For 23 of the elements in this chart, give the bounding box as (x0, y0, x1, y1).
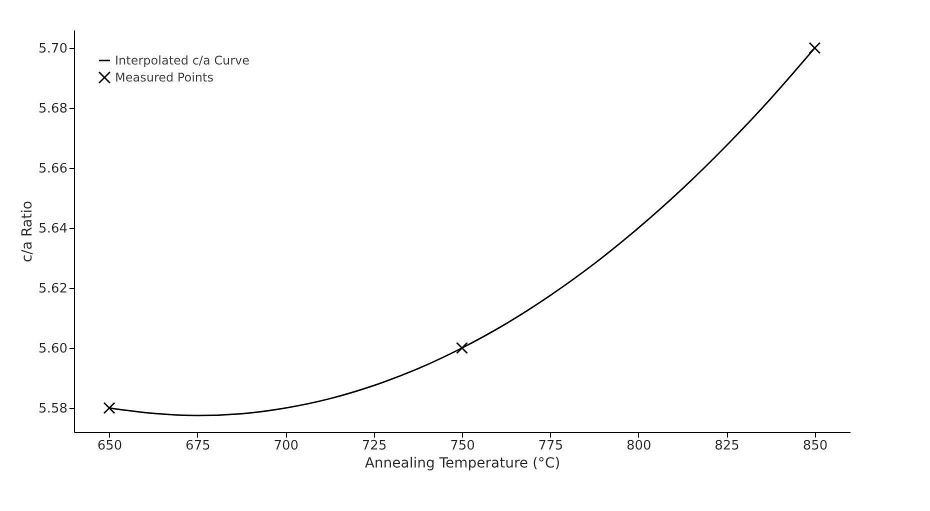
x-tick-label: 750 (450, 438, 475, 454)
x-tick-label: 850 (802, 438, 828, 454)
x-tick-label: 675 (186, 438, 210, 454)
x-tick-label: 825 (714, 438, 740, 454)
point (103, 402, 116, 414)
y-tick-label: 5.64 (38, 222, 68, 236)
point (808, 42, 821, 54)
legend-label: Interpolated c/a Curve (115, 54, 250, 68)
legend-label: Measured Points (115, 70, 214, 84)
x-tick-label: 725 (362, 438, 387, 454)
x-tick-label: 650 (97, 438, 122, 454)
x-axis-title: Annealing Temperature (°C) (364, 456, 560, 472)
y-tick-label: 5.62 (38, 282, 68, 296)
y-tick-label: 5.68 (38, 102, 68, 116)
x-tick-label: 775 (538, 438, 564, 454)
y-axis-title: c/a Ratio (20, 200, 36, 262)
x-tick-label: 700 (274, 438, 299, 454)
y-tick-label: 5.66 (38, 162, 68, 176)
y-tick-label: 5.60 (38, 342, 68, 356)
y-tick-label: 5.70 (38, 42, 68, 56)
point (456, 342, 468, 354)
x-tick-label: 800 (626, 438, 652, 454)
y-tick-label: 5.58 (38, 402, 68, 416)
